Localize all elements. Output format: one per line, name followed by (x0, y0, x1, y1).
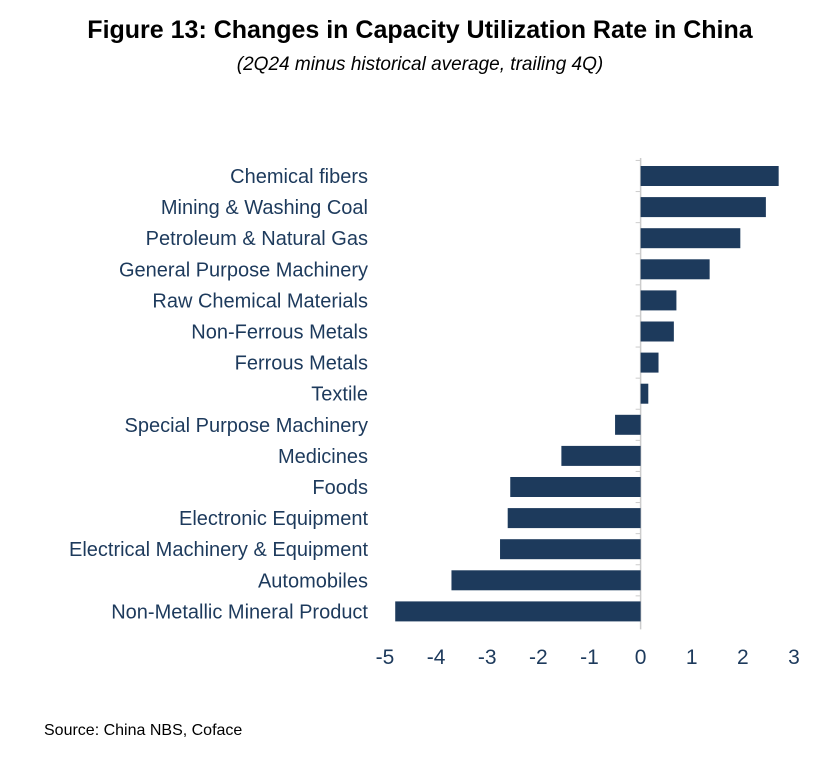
bar (561, 445, 641, 466)
x-tick-label: 3 (788, 646, 800, 669)
chart-subtitle: (2Q24 minus historical average, trailing… (236, 54, 604, 75)
category-label: Automobiles (258, 570, 368, 592)
x-tick-label: -3 (478, 646, 497, 669)
bar (395, 601, 641, 622)
x-tick-label: -2 (529, 646, 548, 669)
category-label: Medicines (278, 446, 368, 468)
bar (615, 414, 641, 435)
category-label: General Purpose Machinery (119, 259, 368, 281)
bar (640, 166, 779, 186)
chart-title: Figure 13: Changes in Capacity Utilizati… (87, 16, 753, 44)
category-label: Special Purpose Machinery (125, 415, 368, 437)
x-tick-label: 2 (737, 646, 749, 669)
x-tick-label: 0 (635, 646, 647, 669)
category-label: Ferrous Metals (235, 353, 368, 375)
x-tick-label: -4 (427, 646, 446, 669)
x-tick-label: 1 (686, 646, 698, 669)
bar (640, 321, 674, 342)
category-label: Non-Ferrous Metals (191, 322, 368, 344)
category-label: Raw Chemical Materials (152, 290, 368, 312)
category-label: Chemical fibers (230, 166, 368, 188)
category-label: Mining & Washing Coal (161, 197, 368, 219)
category-label: Electronic Equipment (179, 508, 368, 530)
x-tick-label: -5 (376, 646, 395, 669)
category-label: Electrical Machinery & Equipment (69, 539, 368, 561)
bar (507, 508, 641, 529)
x-tick-label: -1 (580, 646, 599, 669)
bar (451, 570, 641, 591)
category-label: Foods (312, 477, 368, 499)
bar (640, 197, 766, 218)
bar (640, 383, 649, 404)
category-label: Petroleum & Natural Gas (146, 228, 368, 250)
bar (640, 228, 741, 249)
source-note: Source: China NBS, Coface (44, 722, 243, 739)
bar (640, 259, 710, 280)
category-label: Non-Metallic Mineral Product (111, 601, 368, 623)
bar (510, 477, 641, 497)
category-label: Textile (311, 384, 368, 406)
bar (640, 352, 659, 373)
bar (640, 290, 677, 311)
bar (500, 539, 641, 560)
